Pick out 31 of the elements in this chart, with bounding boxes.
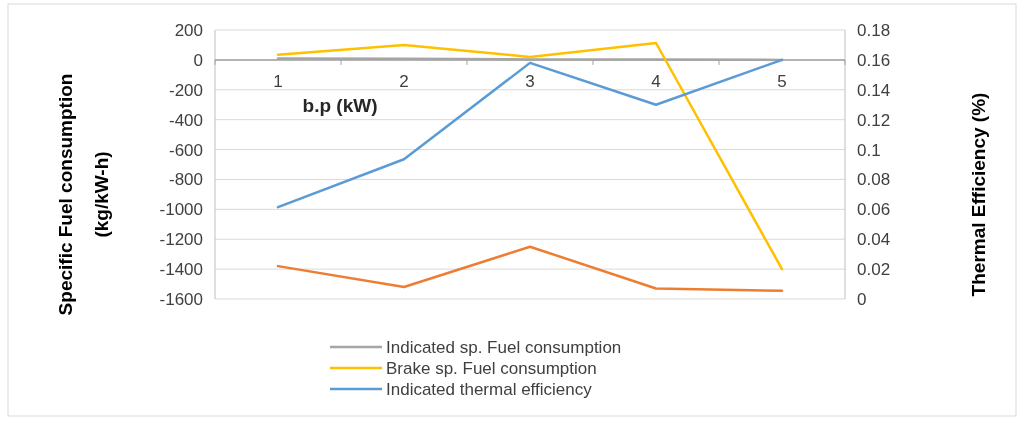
legend-label: Brake sp. Fuel consumption (386, 358, 597, 378)
y2-tick-label: 0.08 (857, 170, 891, 190)
y2-tick-label: 0.18 (857, 20, 891, 40)
y2-tick-label: 0.06 (857, 200, 891, 220)
y2-tick-label: 0.1 (857, 140, 881, 160)
x-tick-label: 1 (273, 71, 283, 91)
y2-tick-label: 0.04 (857, 230, 891, 250)
y2-tick-label: 0.12 (857, 110, 891, 130)
y-tick-label: 200 (174, 20, 203, 40)
y-tick-label: -1400 (159, 260, 203, 280)
x-tick-label: 4 (651, 71, 661, 91)
y-tick-label: -400 (168, 110, 203, 130)
x-tick-label: 3 (525, 71, 535, 91)
y2-tick-label: 0.16 (857, 50, 891, 70)
legend-label: Indicated thermal efficiency (386, 379, 593, 399)
y-tick-label: -800 (168, 170, 203, 190)
y-tick-label: -600 (168, 140, 203, 160)
y2-tick-label: 0.14 (857, 80, 891, 100)
y-axis-title: Specific Fuel consumption (kg/kW-h) (55, 73, 112, 316)
x-tick-label: 2 (399, 71, 409, 91)
y-tick-label: -1600 (159, 289, 203, 309)
y-tick-label: -200 (168, 80, 203, 100)
y2-tick-label: 0.02 (857, 260, 891, 280)
y2-axis-title: Thermal Efficiency (%) (968, 92, 989, 297)
x-tick-label: 5 (777, 71, 787, 91)
y2-tick-label: 0 (857, 289, 867, 309)
y-tick-label: 0 (193, 50, 203, 70)
legend-label: Indicated sp. Fuel consumption (386, 337, 622, 357)
y-tick-label: -1200 (159, 230, 203, 250)
x-axis-title: b.p (kW) (302, 94, 378, 116)
y-tick-label: -1000 (159, 200, 203, 220)
